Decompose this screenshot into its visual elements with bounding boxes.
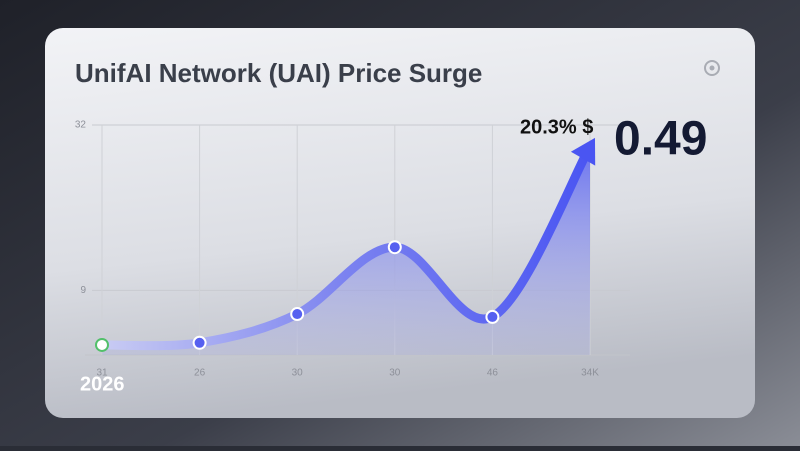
menu-icon[interactable]: [704, 60, 720, 76]
x-tick-label: 30: [292, 368, 304, 379]
point-marker: [485, 309, 500, 324]
x-tick-label: 31: [96, 368, 108, 379]
change-label: 20.3% $: [520, 116, 593, 138]
price-label: 0.49: [614, 113, 707, 166]
year-label: 2026: [80, 373, 125, 395]
menu-icon-dot: [709, 65, 715, 71]
arrow-head: [570, 137, 596, 166]
start-marker: [95, 337, 109, 352]
area: [102, 146, 590, 355]
point-marker: [192, 335, 207, 350]
y-tick-label: 9: [80, 285, 86, 296]
point-marker: [290, 307, 305, 322]
chart-title: UnifAI Network (UAI) Price Surge: [75, 58, 482, 88]
point-marker: [387, 240, 402, 255]
x-tick-label: 34K: [581, 368, 599, 379]
x-tick-label: 46: [487, 368, 499, 379]
x-tick-label: 30: [389, 368, 401, 379]
x-tick-label: 26: [194, 368, 206, 379]
y-tick-label: 32: [75, 120, 87, 131]
plot-area: 9 32 31 26 30 30 46 34K: [75, 120, 630, 379]
